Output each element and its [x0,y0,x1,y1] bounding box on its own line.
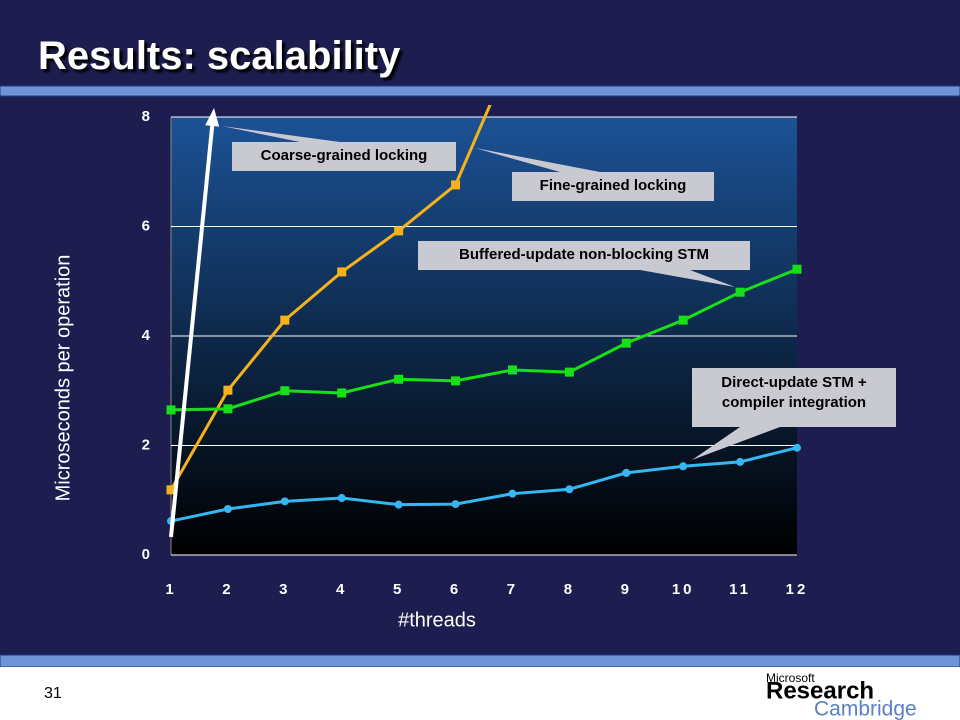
marker [793,443,801,452]
callout-tail [475,148,600,172]
series-line [169,120,215,538]
x-tick-label: 11 [729,581,751,598]
y-tick-label: 0 [142,546,150,563]
footer [0,667,960,720]
marker [223,385,233,395]
marker [736,457,745,466]
marker [621,338,631,348]
x-tick-label: 10 [672,581,695,598]
slide-title: Results: scalability [38,34,401,78]
marker [451,500,460,509]
callout-tail [640,270,735,287]
x-tick-label: 8 [564,581,575,598]
top-rule [0,85,960,97]
marker [678,315,688,325]
marker [166,405,176,415]
x-tick-label: 2 [222,581,233,598]
x-tick-label: 4 [336,581,347,598]
x-tick-label: 5 [393,581,404,598]
marker [451,376,461,386]
x-tick-label: 3 [279,581,290,598]
x-tick-label: 12 [786,581,809,598]
marker [280,497,289,506]
marker [451,180,461,190]
bottom-rule [0,654,960,668]
marker [394,374,404,384]
marker [679,462,688,471]
logo-company: Microsoft [766,671,815,685]
marker [508,489,517,498]
page-number: 31 [44,685,62,702]
x-tick-label: 1 [165,581,176,598]
x-axis-label: #threads [398,609,476,631]
callout-tail [222,126,340,142]
logo-lab: Research [766,677,874,704]
series-line [170,446,798,523]
y-tick-label: 4 [142,327,151,344]
y-tick-label: 8 [142,108,150,125]
marker [622,468,631,477]
series-arrow [169,108,220,538]
marker [280,386,290,396]
marker [564,367,574,377]
callout-tail [692,427,780,460]
marker [508,48,517,57]
logo-site: Cambridge [814,698,917,720]
marker [280,315,290,325]
marker [565,485,574,494]
y-tick-label: 6 [142,217,150,234]
marker [337,267,347,277]
callout: Coarse-grained locking [232,142,456,171]
marker [166,485,176,495]
callout: Fine-grained locking [512,172,714,201]
marker [394,226,404,236]
x-tick-label: 9 [621,581,632,598]
marker [507,365,517,375]
y-tick-label: 2 [142,436,150,453]
callout: Direct-update STM + compiler integration [692,368,896,427]
marker [223,505,232,514]
x-tick-label: 6 [450,581,461,598]
arrow-head [205,108,220,127]
marker [223,404,233,414]
marker [337,494,346,503]
marker [735,287,745,297]
marker [792,264,802,274]
series-line [170,267,798,412]
x-tick-label: 7 [507,581,518,598]
marker [337,388,347,398]
marker [394,500,403,509]
y-axis-label: Microseconds per operation [52,255,74,502]
callout: Buffered-update non-blocking STM [418,241,750,270]
